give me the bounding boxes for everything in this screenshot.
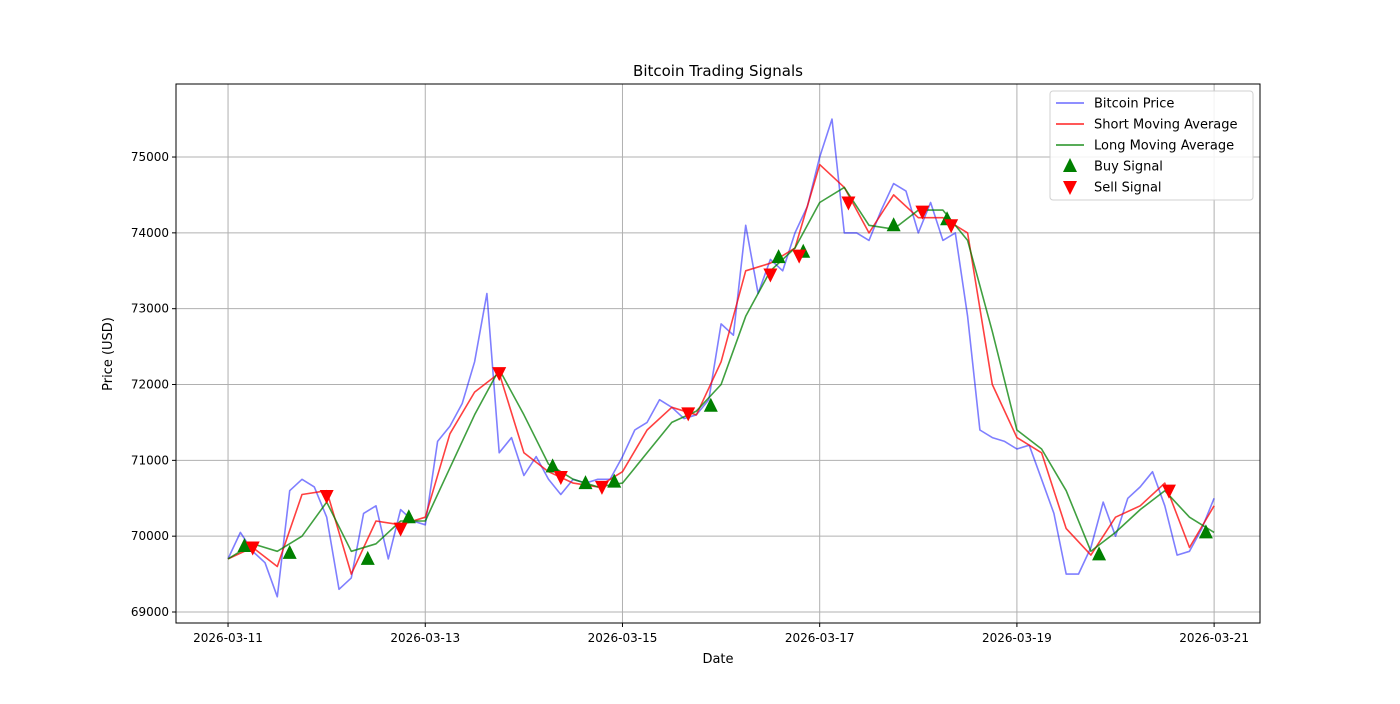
long-ma-line — [227, 186, 1215, 560]
x-tick-label: 2026-03-19 — [982, 631, 1052, 645]
sell-signal-marker — [492, 367, 507, 382]
legend-label: Short Moving Average — [1094, 118, 1238, 133]
legend-label: Bitcoin Price — [1094, 97, 1174, 112]
y-tick-label: 75000 — [131, 150, 169, 164]
x-tick-label: 2026-03-17 — [785, 631, 855, 645]
legend-box — [1049, 90, 1254, 201]
legend: Bitcoin Price Short Moving Average Long Mo… — [1049, 90, 1254, 201]
buy-signal-marker — [401, 509, 416, 524]
y-tick-label: 74000 — [131, 226, 169, 240]
price-line — [227, 118, 1215, 598]
buy-signal-marker — [1198, 524, 1213, 539]
legend-sell-marker — [1063, 181, 1077, 195]
sell-signal-marker — [681, 407, 696, 422]
legend-label: Buy Signal — [1094, 160, 1163, 175]
buy-signal-marker — [703, 397, 718, 412]
buy-signal-marker — [886, 217, 901, 232]
sell-signal-marker — [553, 471, 568, 486]
y-tick-label: 71000 — [131, 453, 169, 467]
y-axis-label: Price (USD) — [101, 317, 116, 391]
buy-signal-marker — [607, 473, 622, 488]
sell-signal-marker — [763, 268, 778, 283]
x-axis-label: Date — [702, 652, 733, 667]
buy-signal-marker — [282, 544, 297, 559]
buy-signal-marker — [237, 538, 252, 553]
buy-signal-marker — [360, 550, 375, 565]
short-ma-line — [227, 163, 1215, 575]
x-tick-label: 2026-03-11 — [193, 631, 263, 645]
sell-signal-marker — [1161, 484, 1176, 499]
sell-signal-marker — [319, 489, 334, 504]
sell-signal-marker — [944, 219, 959, 234]
y-tick-label: 72000 — [131, 378, 169, 392]
legend-label: Sell Signal — [1094, 181, 1162, 196]
y-tick-label: 70000 — [131, 529, 169, 543]
sell-signal-marker — [792, 249, 807, 264]
y-tick-label: 73000 — [131, 302, 169, 316]
buy-signal-marker — [771, 249, 786, 264]
y-tick-label: 69000 — [131, 605, 169, 619]
buy-signal-marker — [578, 475, 593, 490]
plot-area — [227, 118, 1215, 598]
ticks: 2026-03-11 2026-03-13 2026-03-15 2026-03-17… — [131, 150, 1249, 645]
axes-frame — [175, 83, 1261, 624]
legend-label: Long Moving Average — [1094, 139, 1234, 154]
sell-signal-marker — [915, 205, 930, 220]
chart-title: Bitcoin Trading Signals — [633, 62, 803, 80]
x-tick-label: 2026-03-13 — [390, 631, 460, 645]
sell-signal-marker — [841, 196, 856, 211]
buy-signal-marker — [545, 458, 560, 473]
buy-signal-marker — [1092, 546, 1107, 561]
sell-signal-marker — [245, 541, 260, 556]
x-tick-label: 2026-03-15 — [588, 631, 658, 645]
x-tick-label: 2026-03-21 — [1179, 631, 1249, 645]
legend-buy-marker — [1063, 158, 1077, 172]
sell-signal-marker — [393, 522, 408, 537]
sell-signal-marker — [594, 480, 609, 495]
